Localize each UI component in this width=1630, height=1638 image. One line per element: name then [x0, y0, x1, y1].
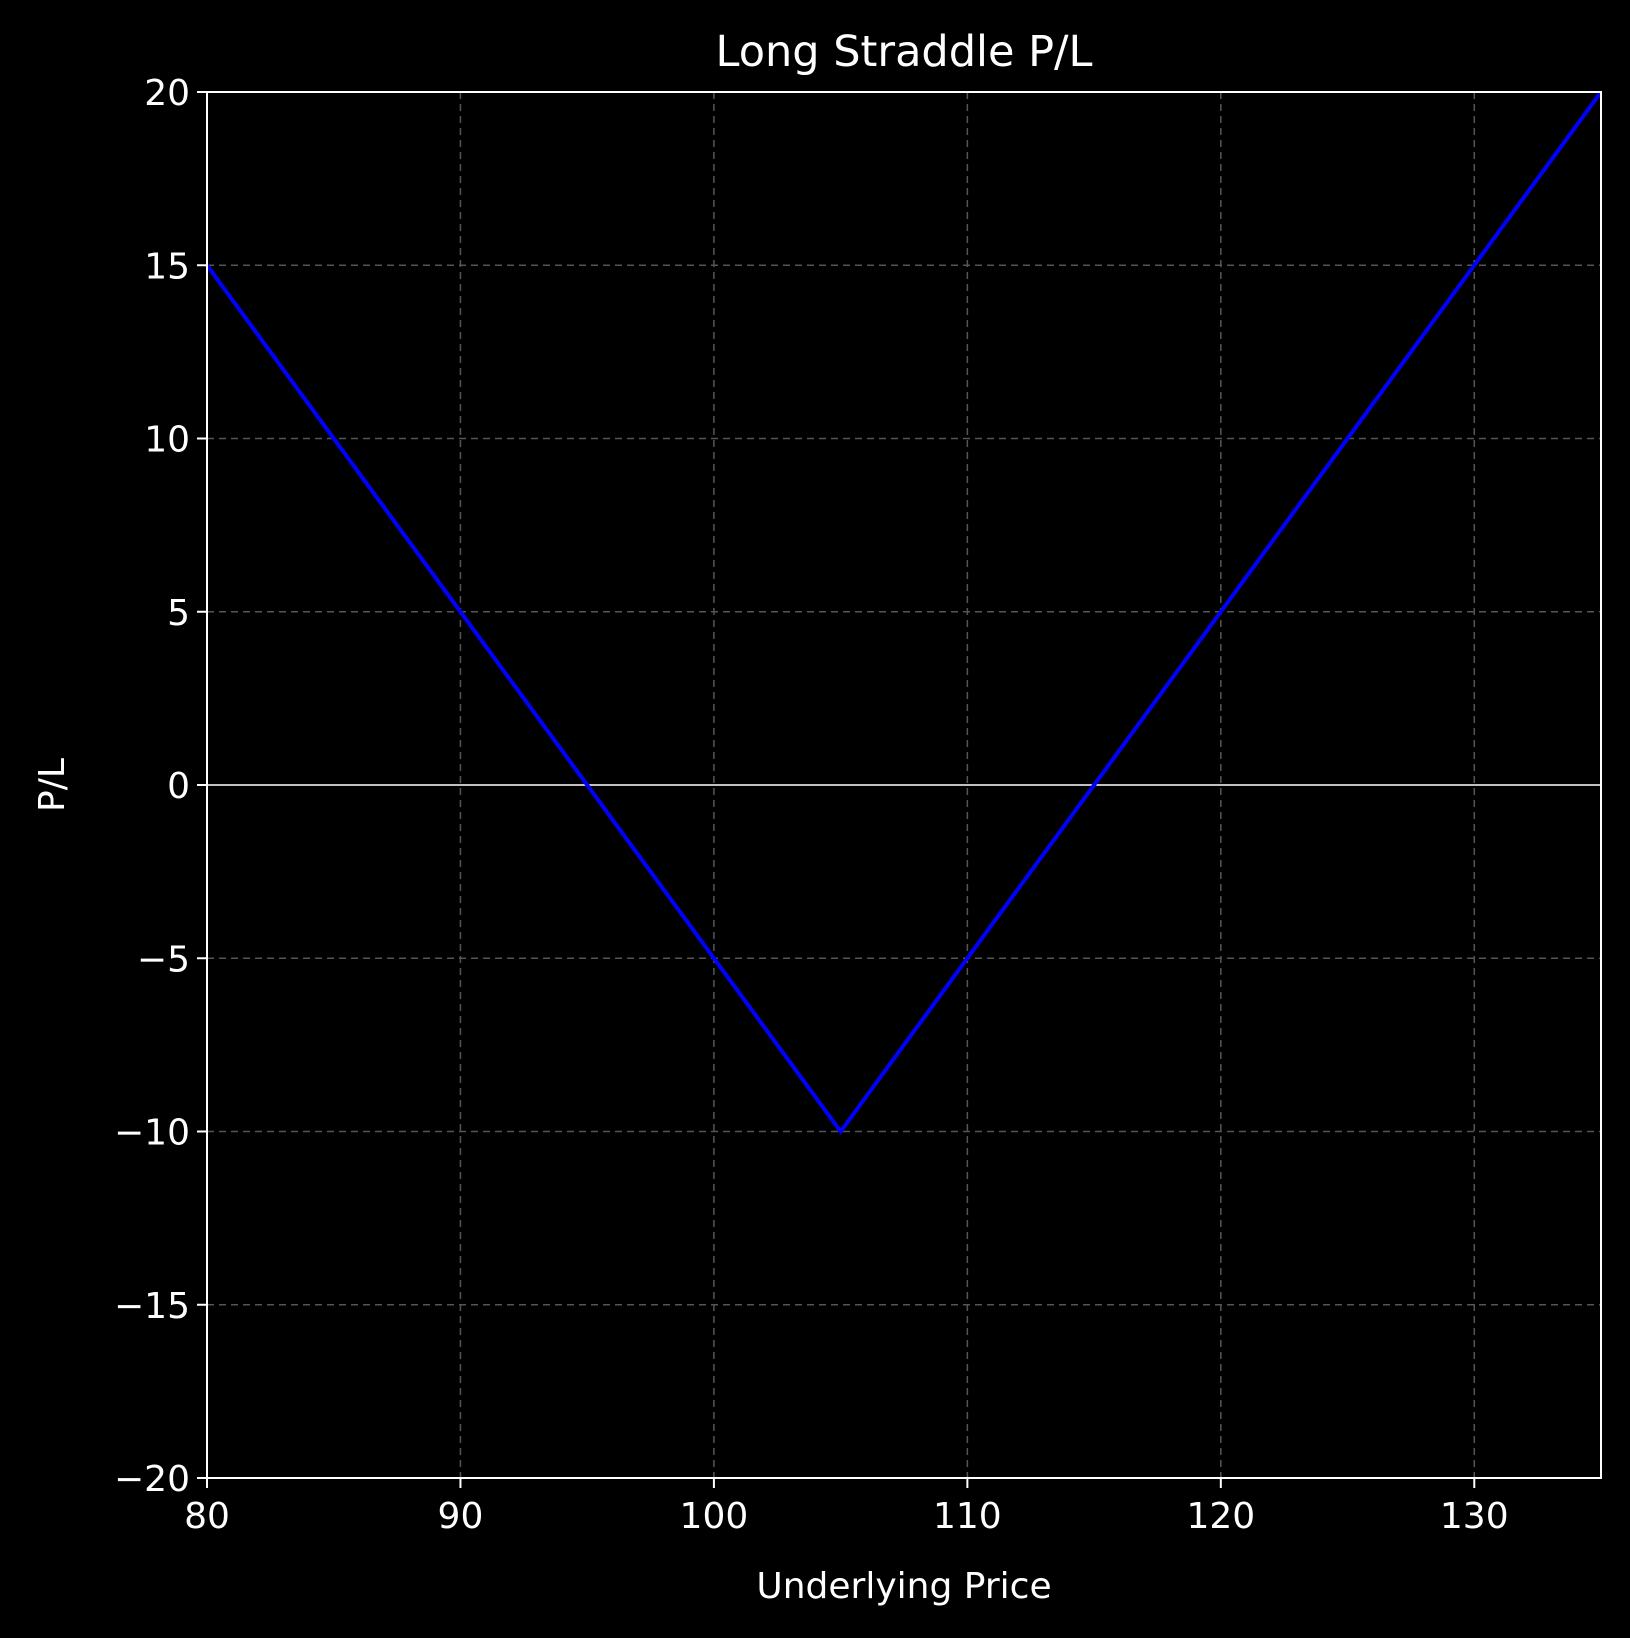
- x-tick-label: 130: [1440, 1496, 1509, 1537]
- y-axis-ticks: −20 −15 −10 −5 0 5 10 15 20: [114, 73, 207, 1500]
- y-tick-label: 15: [144, 246, 190, 287]
- series-line: [205, 90, 1603, 1135]
- y-tick-label: 20: [144, 73, 190, 114]
- y-axis-title: P/L: [32, 758, 73, 812]
- x-axis-title: Underlying Price: [756, 1566, 1051, 1607]
- x-tick-label: 80: [184, 1496, 230, 1537]
- chart-title: Long Straddle P/L: [716, 27, 1093, 77]
- y-tick-label: −5: [137, 939, 190, 980]
- y-tick-label: 5: [167, 593, 190, 634]
- x-tick-label: 120: [1186, 1496, 1255, 1537]
- x-axis-ticks: 80 90 100 110 120 130: [184, 1478, 1509, 1537]
- x-tick-label: 110: [933, 1496, 1002, 1537]
- grid: [207, 92, 1601, 1478]
- series-layer: [205, 90, 1603, 1135]
- y-tick-label: −10: [114, 1113, 190, 1154]
- y-tick-label: 0: [167, 766, 190, 807]
- x-tick-label: 90: [438, 1496, 484, 1537]
- y-tick-label: −15: [114, 1286, 190, 1327]
- x-tick-label: 100: [680, 1496, 749, 1537]
- y-tick-label: 10: [144, 420, 190, 461]
- y-tick-label: −20: [114, 1459, 190, 1500]
